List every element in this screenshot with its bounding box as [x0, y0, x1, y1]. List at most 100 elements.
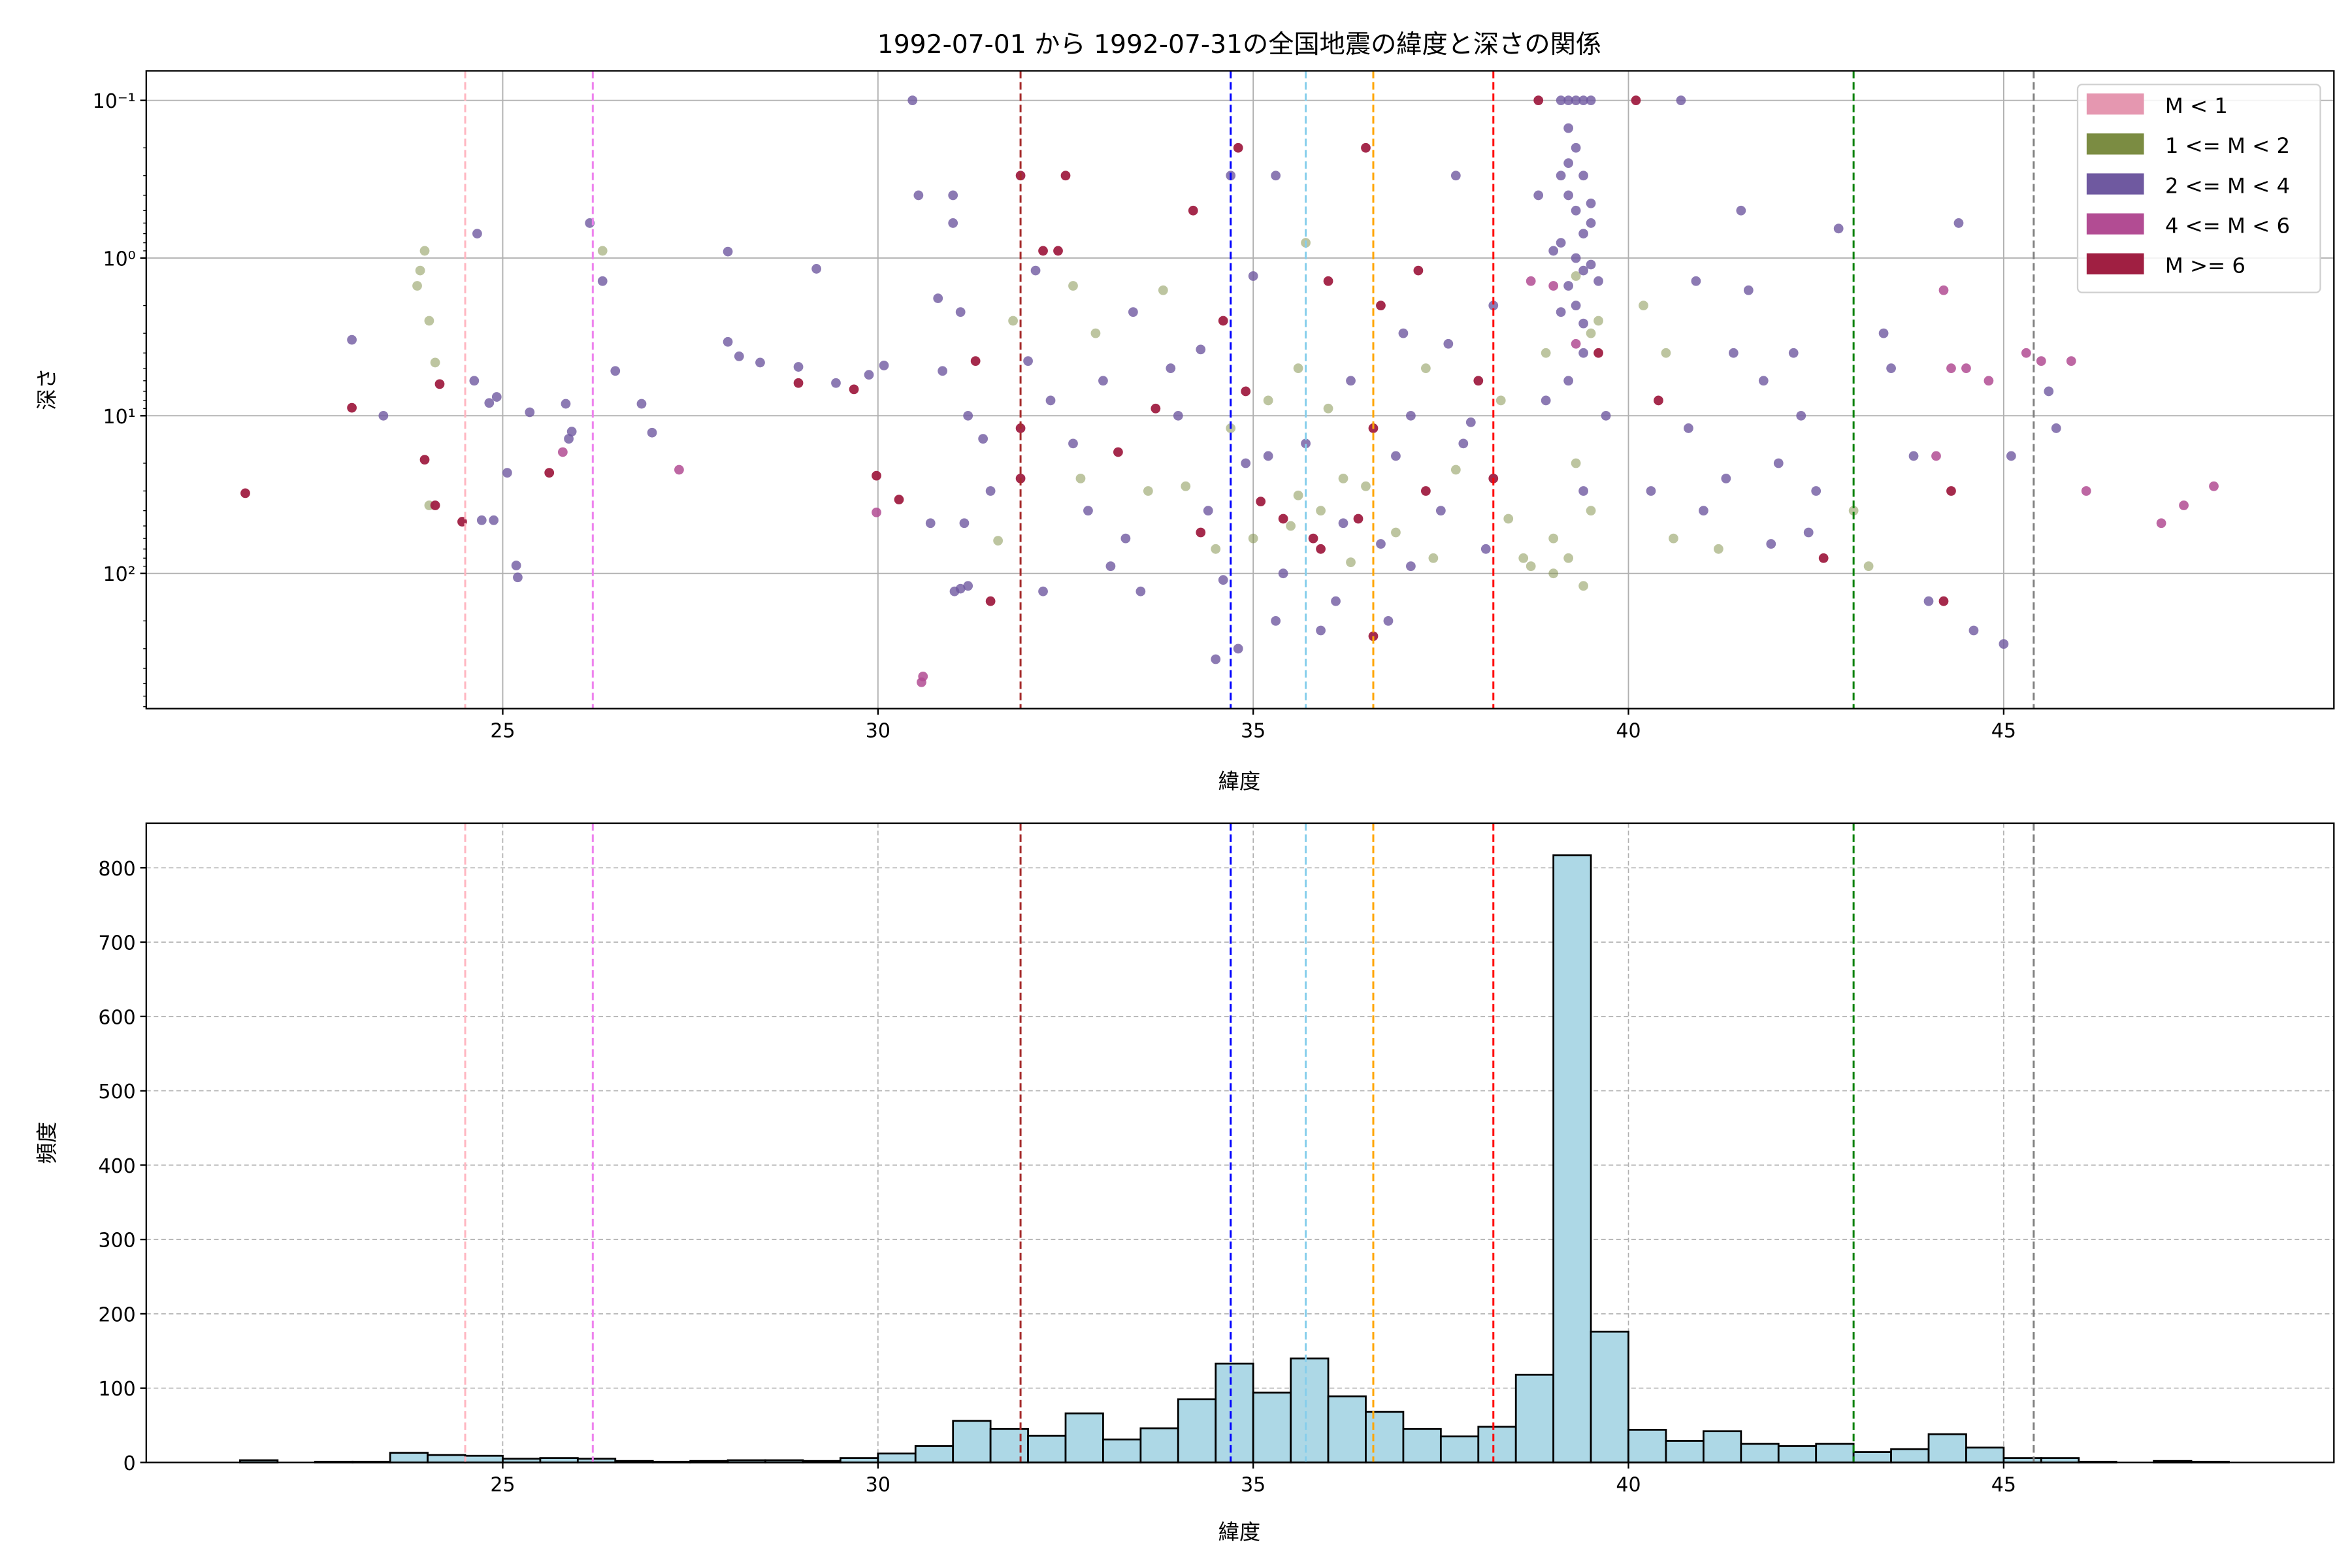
data-point [1728, 348, 1739, 358]
histogram-bar [389, 1452, 429, 1463]
data-point [597, 246, 608, 256]
data-point [1083, 506, 1093, 516]
data-point [1541, 395, 1551, 406]
data-point [1586, 95, 1596, 106]
data-point [2051, 423, 2061, 433]
data-point [1278, 514, 1288, 524]
data-point [430, 500, 440, 510]
data-point [894, 495, 904, 504]
data-point [2036, 356, 2046, 367]
legend-label: 4 <= M < 6 [2165, 214, 2290, 238]
data-point [1233, 142, 1243, 153]
data-point [1743, 285, 1754, 295]
data-point [1316, 625, 1326, 636]
data-point [1316, 506, 1326, 516]
data-point [993, 536, 1004, 546]
data-point [1331, 596, 1341, 606]
data-point [1420, 486, 1431, 496]
data-point [561, 399, 571, 409]
data-point [2209, 481, 2219, 491]
data-point [1961, 363, 1971, 374]
data-point [864, 370, 874, 380]
data-point [2044, 386, 2054, 397]
data-point [636, 399, 647, 409]
histogram-bar [1927, 1433, 1967, 1463]
data-point [1586, 259, 1596, 270]
data-point [1045, 395, 1056, 406]
data-point [1218, 316, 1228, 326]
data-point [1946, 363, 1956, 374]
data-point [1593, 316, 1603, 326]
data-point [647, 427, 657, 438]
data-point [1503, 514, 1514, 524]
data-point [412, 281, 422, 291]
data-point [1563, 123, 1574, 133]
x-tick-label: 35 [1241, 719, 1266, 742]
data-point [1181, 481, 1191, 491]
histogram-bar [952, 1420, 992, 1463]
data-point [1571, 95, 1581, 106]
data-point [1713, 544, 1723, 554]
legend-label: M < 1 [2165, 93, 2228, 118]
data-point [566, 427, 577, 436]
x-tick-label: 45 [1991, 719, 2016, 742]
y-tick-label: 10⁻¹ [93, 90, 136, 113]
data-point [1211, 654, 1221, 664]
data-point [1518, 553, 1529, 563]
x-tick-label: 40 [1616, 1473, 1641, 1496]
data-point [918, 671, 928, 681]
data-point [1984, 376, 1994, 386]
data-point [1541, 348, 1551, 358]
data-point [734, 351, 744, 361]
data-point [793, 362, 804, 372]
data-point [1488, 301, 1499, 311]
data-point [1241, 386, 1251, 397]
data-point [1241, 458, 1251, 468]
data-point [1736, 205, 1746, 216]
data-point [1563, 190, 1574, 201]
histogram-axes: 25 30 35 40 45 0 100 200 300 400 500 600 700 800 [98, 822, 2335, 1496]
histogram-bar [1327, 1395, 1367, 1463]
data-point [1256, 497, 1266, 507]
data-point [1495, 395, 1506, 406]
data-point [872, 470, 881, 481]
data-point [1233, 644, 1243, 654]
data-point [1661, 348, 1671, 358]
histogram-bar [877, 1452, 917, 1463]
histogram-bar [1777, 1445, 1818, 1463]
data-point [1571, 301, 1581, 311]
data-point [347, 402, 357, 413]
data-point [1060, 171, 1071, 181]
legend-swatch [2086, 213, 2144, 235]
data-point [415, 265, 425, 276]
data-point [1908, 451, 1919, 461]
histogram-bar [1703, 1430, 1742, 1463]
histogram-bar [1665, 1440, 1705, 1463]
histogram-bar [1252, 1392, 1292, 1463]
data-point [240, 488, 250, 498]
data-point [879, 361, 889, 370]
data-point [1346, 557, 1356, 568]
data-point [1398, 328, 1409, 338]
data-point [1563, 158, 1574, 169]
data-point [1135, 586, 1146, 596]
data-point [907, 95, 918, 106]
data-point [811, 264, 822, 274]
data-point [1639, 301, 1648, 311]
y-tick-label: 100 [98, 1378, 135, 1401]
data-point [1368, 631, 1379, 642]
data-point [1406, 410, 1416, 421]
scatter-xlabel: 緯度 [1218, 769, 1261, 794]
data-point [434, 379, 445, 389]
data-point [1593, 348, 1603, 358]
data-point [963, 410, 973, 421]
plot-area [146, 71, 2334, 709]
data-point [1406, 561, 1416, 572]
x-tick-label: 25 [490, 719, 515, 742]
data-point [1556, 95, 1566, 106]
data-point [525, 407, 535, 417]
histogram-bar [1102, 1438, 1142, 1463]
data-point [1571, 142, 1581, 153]
y-tick-label: 10⁰ [103, 248, 135, 271]
